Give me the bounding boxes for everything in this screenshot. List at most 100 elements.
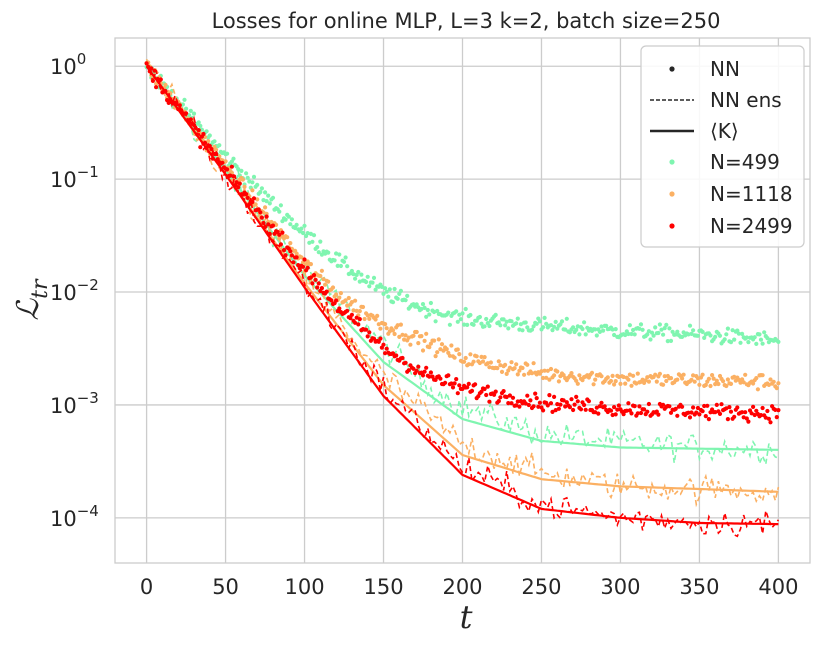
nn-point-n-1118: [714, 378, 719, 383]
nn-point-n-499: [462, 322, 467, 327]
nn-point-n-1118: [610, 373, 615, 378]
nn-point-n-1118: [713, 382, 718, 387]
nn-point-n-1118: [708, 383, 713, 389]
nn-point-n-2499: [668, 410, 674, 415]
nn-point-n-1118: [509, 360, 514, 365]
nn-point-n-2499: [280, 230, 285, 235]
nn-point-n-1118: [569, 371, 574, 376]
nn-point-n-2499: [656, 412, 661, 417]
nn-point-n-1118: [531, 361, 536, 366]
nn-point-n-2499: [533, 391, 538, 396]
nn-ens-line-n-1118: [145, 58, 780, 508]
nn-point-n-499: [383, 286, 388, 291]
nn-point-n-499: [326, 250, 331, 255]
nn-point-n-1118: [724, 383, 729, 389]
nn-point-n-2499: [700, 409, 705, 414]
nn-point-n-2499: [214, 151, 219, 156]
nn-point-n-499: [623, 332, 628, 338]
nn-point-n-2499: [311, 273, 317, 278]
nn-point-n-2499: [209, 146, 214, 152]
nn-point-n-2499: [150, 78, 155, 83]
nn-point-n-1118: [668, 376, 674, 381]
nn-point-n-1118: [435, 350, 440, 355]
nn-point-n-499: [667, 326, 672, 331]
nn-point-n-499: [334, 251, 339, 256]
nn-point-n-1118: [599, 374, 604, 379]
nn-point-n-1118: [294, 251, 299, 256]
nn-point-n-499: [689, 331, 694, 336]
nn-point-n-1118: [414, 329, 419, 335]
nn-point-n-499: [728, 340, 734, 345]
nn-point-n-1118: [664, 378, 669, 384]
nn-point-n-2499: [482, 386, 487, 392]
nn-point-n-1118: [432, 338, 437, 343]
nn-point-n-499: [637, 326, 642, 331]
nn-point-n-2499: [534, 396, 539, 401]
nn-point-n-2499: [498, 395, 503, 400]
nn-point-n-1118: [263, 205, 268, 210]
nn-point-n-1118: [716, 381, 721, 387]
nn-point-n-499: [514, 321, 519, 326]
nn-point-n-1118: [337, 295, 342, 300]
nn-point-n-1118: [591, 382, 596, 387]
nn-point-n-499: [447, 322, 452, 327]
y-axis-label-main: ℒ: [11, 297, 46, 320]
nn-point-n-2499: [744, 416, 749, 421]
nn-point-n-2499: [376, 339, 381, 344]
nn-point-n-1118: [346, 295, 351, 301]
nn-point-n-2499: [689, 410, 694, 415]
nn-point-n-1118: [629, 383, 634, 388]
nn-point-n-499: [460, 311, 465, 316]
nn-point-n-499: [580, 326, 585, 332]
nn-point-n-2499: [572, 402, 577, 407]
nn-point-n-2499: [541, 408, 546, 413]
nn-point-n-1118: [318, 273, 323, 279]
nn-point-n-1118: [214, 147, 219, 152]
nn-point-n-1118: [457, 352, 462, 357]
nn-point-n-499: [730, 328, 735, 333]
nn-point-n-499: [594, 333, 599, 338]
nn-point-n-499: [266, 193, 271, 198]
nn-point-n-499: [351, 272, 356, 277]
nn-point-n-1118: [400, 332, 405, 337]
nn-point-n-2499: [597, 404, 603, 409]
nn-point-n-2499: [703, 414, 708, 419]
nn-point-n-499: [395, 296, 400, 301]
nn-point-n-2499: [188, 117, 193, 122]
nn-point-n-2499: [561, 398, 566, 403]
nn-point-n-499: [577, 332, 582, 337]
nn-point-n-1118: [496, 359, 501, 364]
nn-point-n-499: [278, 203, 283, 208]
nn-point-n-499: [668, 338, 674, 343]
nn-point-n-499: [270, 195, 276, 200]
nn-point-n-499: [264, 199, 269, 204]
nn-point-n-2499: [578, 407, 584, 412]
nn-point-n-499: [458, 317, 463, 322]
nn-point-n-1118: [589, 370, 595, 375]
x-tick-label: 350: [679, 575, 719, 599]
nn-point-n-2499: [526, 402, 531, 408]
nn-point-n-1118: [706, 376, 712, 381]
nn-point-n-499: [251, 174, 257, 179]
nn-point-n-2499: [302, 257, 307, 262]
nn-point-n-499: [564, 316, 569, 321]
nn-point-n-499: [659, 327, 664, 332]
nn-point-n-499: [225, 151, 230, 156]
nn-point-n-499: [405, 293, 410, 298]
nn-point-n-499: [735, 328, 740, 333]
nn-point-n-1118: [608, 378, 614, 384]
nn-point-n-1118: [520, 365, 525, 371]
nn-point-n-499: [686, 332, 691, 337]
nn-point-n-499: [283, 217, 288, 222]
nn-point-n-499: [356, 269, 361, 275]
nn-point-n-499: [182, 97, 187, 102]
nn-point-n-1118: [433, 354, 438, 359]
nn-point-n-2499: [403, 360, 408, 365]
nn-point-n-2499: [266, 222, 271, 227]
nn-point-n-1118: [378, 326, 383, 331]
nn-point-n-499: [722, 337, 727, 342]
nn-point-n-2499: [455, 391, 460, 396]
series-n-2499: [144, 61, 781, 538]
nn-point-n-2499: [766, 416, 772, 421]
nn-point-n-2499: [645, 409, 650, 414]
